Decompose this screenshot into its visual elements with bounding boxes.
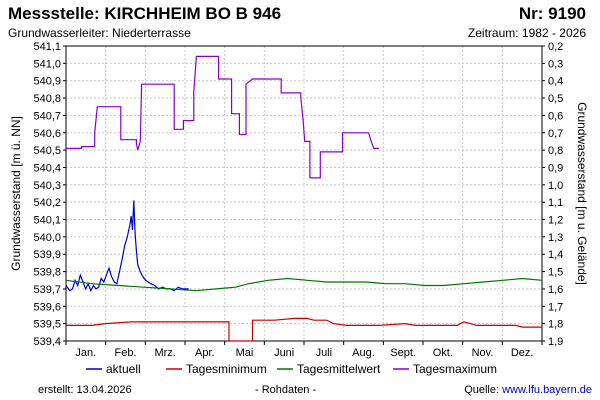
- y-tick-label-right: 1,4: [548, 249, 563, 261]
- y-axis-label-right: Grundwasserstand [m u. Gelände]: [575, 102, 589, 285]
- source-label: Quelle:: [464, 384, 503, 396]
- y-tick-label-right: 1,0: [548, 180, 563, 192]
- y-tick-label-left: 540,8: [33, 93, 61, 105]
- y-tick-label-right: 0,2: [548, 41, 563, 53]
- source-note: Quelle: www.lfu.bayern.de: [464, 384, 592, 396]
- y-tick-label-right: 1,8: [548, 319, 563, 331]
- y-tick-label-right: 1,3: [548, 232, 563, 244]
- legend-label: aktuell: [106, 362, 141, 376]
- x-tick-label: Aug.: [352, 347, 375, 359]
- y-tick-label-right: 1,2: [548, 215, 563, 227]
- series-line-aktuell: [65, 200, 189, 293]
- series-line-tagesmittelwert: [65, 277, 543, 292]
- y-tick-label-right: 0,9: [548, 162, 563, 174]
- y-tick-label-left: 541,0: [33, 58, 61, 70]
- y-tick-label-right: 1,9: [548, 336, 563, 348]
- x-tick-label: Mai: [236, 347, 254, 359]
- legend-label: Tagesmittelwert: [297, 362, 381, 376]
- legend-label: Tagesminimum: [186, 362, 267, 376]
- y-tick-label-left: 539,9: [33, 249, 61, 261]
- created-date: erstellt: 13.04.2026: [38, 384, 132, 396]
- x-tick-label: Mrz.: [154, 347, 175, 359]
- y-tick-label-left: 540,4: [33, 162, 61, 174]
- legend-item-tagesminimum: Tagesminimum: [166, 362, 267, 376]
- raw-data-note: - Rohdaten -: [255, 384, 317, 396]
- y-tick-label-right: 0,4: [548, 76, 563, 88]
- y-tick-label-right: 0,8: [548, 145, 563, 157]
- y-tick-label-left: 539,8: [33, 267, 61, 279]
- station-number: Nr: 9190: [518, 4, 586, 23]
- x-tick-label: Juni: [274, 347, 294, 359]
- y-tick-label-right: 1,7: [548, 301, 563, 313]
- period-label: Zeitraum: 1982 - 2026: [467, 26, 586, 40]
- x-tick-label: Nov.: [472, 347, 494, 359]
- y-tick-label-left: 540,2: [33, 197, 61, 209]
- x-tick-label: Juli: [316, 347, 333, 359]
- source-link[interactable]: www.lfu.bayern.de: [502, 384, 592, 396]
- y-tick-label-left: 540,0: [33, 232, 61, 244]
- y-tick-label-right: 0,5: [548, 93, 563, 105]
- y-tick-label-left: 539,5: [33, 319, 61, 331]
- y-tick-label-right: 1,5: [548, 267, 563, 279]
- legend-item-tagesmittelwert: Tagesmittelwert: [277, 362, 381, 376]
- series-line-tagesminimum: [66, 317, 542, 342]
- y-tick-label-right: 1,1: [548, 197, 563, 209]
- y-axis-label-left: Grundwasserstand [m ü. NN]: [9, 116, 23, 271]
- x-tick-label: Apr.: [195, 347, 215, 359]
- y-tick-label-left: 540,9: [33, 76, 61, 88]
- legend-item-tagesmaximum: Tagesmaximum: [393, 362, 497, 376]
- y-tick-label-left: 539,4: [33, 336, 61, 348]
- x-tick-label: Jan.: [75, 347, 96, 359]
- x-tick-label: Sept.: [390, 347, 416, 359]
- x-tick-label: Dez.: [511, 347, 534, 359]
- y-tick-label-left: 540,7: [33, 110, 61, 122]
- y-tick-label-left: 540,1: [33, 215, 61, 227]
- legend-label: Tagesmaximum: [413, 362, 497, 376]
- legend-item-aktuell: aktuell: [86, 362, 141, 376]
- aquifer-label: Grundwasserleiter: Niederterrasse: [8, 26, 191, 40]
- x-tick-label: Okt.: [433, 347, 453, 359]
- y-tick-label-right: 1,6: [548, 284, 563, 296]
- page-title: Messstelle: KIRCHHEIM BO B 946: [8, 4, 282, 23]
- y-tick-label-right: 0,7: [548, 128, 563, 140]
- series-line-tagesmaximum: [66, 55, 379, 179]
- y-tick-label-left: 539,7: [33, 284, 61, 296]
- y-tick-label-left: 541,1: [33, 41, 61, 53]
- y-tick-label-left: 540,6: [33, 128, 61, 140]
- y-tick-label-right: 0,3: [548, 58, 563, 70]
- y-tick-label-left: 540,5: [33, 145, 61, 157]
- y-tick-label-right: 0,6: [548, 110, 563, 122]
- y-tick-label-left: 540,3: [33, 180, 61, 192]
- y-tick-label-left: 539,6: [33, 301, 61, 313]
- x-tick-label: Feb.: [114, 347, 136, 359]
- plot-frame: [65, 45, 543, 342]
